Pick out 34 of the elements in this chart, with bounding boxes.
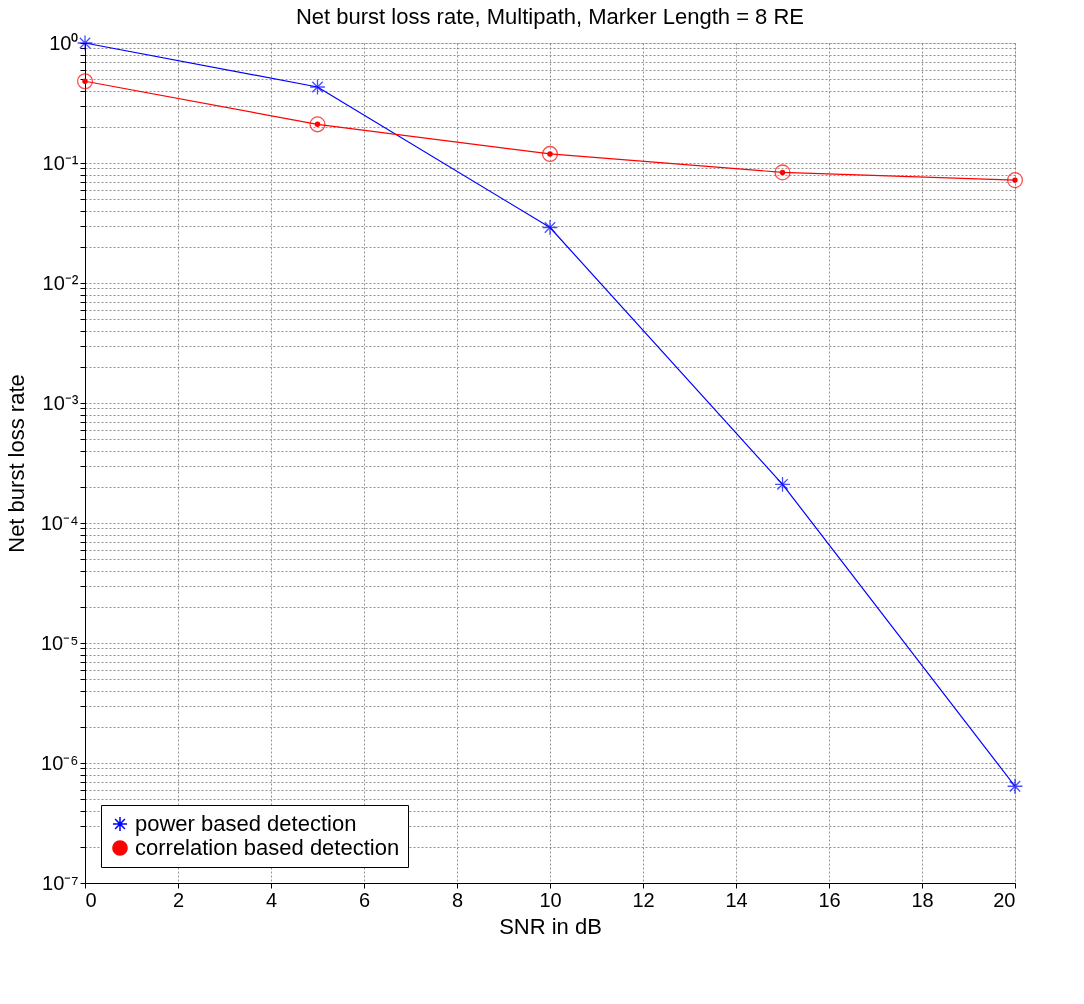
x-tick-label: 10 [539, 888, 562, 911]
x-tick-label: 0 [85, 888, 97, 911]
y-tick-label: 10⁰ [49, 31, 79, 54]
point [1006, 172, 1024, 189]
point [541, 219, 559, 236]
legend-label: power based detection [135, 811, 357, 836]
x-tick-label: 14 [725, 888, 748, 911]
y-tick-label: 10⁻¹ [42, 151, 79, 174]
x-tick-label: 8 [451, 888, 464, 911]
chart-title: Net burst loss rate, Multipath, Marker Length = 8 RE [295, 3, 805, 29]
point [1006, 778, 1024, 795]
point [76, 34, 94, 52]
y-axis-title: Net burst loss rate [3, 374, 29, 553]
point [774, 164, 791, 181]
x-tick-label: 2 [172, 888, 185, 911]
x-axis-title: SNR in dB [499, 913, 602, 939]
y-tick-label: 10⁻⁷ [42, 871, 79, 894]
x-tick-label: 16 [818, 888, 841, 911]
y-tick-label: 10⁻⁴ [40, 511, 79, 534]
legend-label: correlation based detection [135, 835, 400, 860]
x-tick-label: 20 [993, 888, 1016, 911]
y-tick-label: 10⁻⁵ [40, 631, 79, 654]
x-tick-label: 4 [265, 888, 278, 911]
point [774, 476, 791, 493]
y-tick-label: 10⁻³ [42, 391, 79, 414]
point [309, 78, 326, 96]
y-tick-label: 10⁻² [42, 271, 79, 294]
point [309, 116, 326, 133]
x-tick-label: 18 [911, 888, 934, 911]
x-tick-label: 12 [632, 888, 655, 911]
point [76, 73, 94, 90]
x-tick-label: 6 [358, 888, 371, 911]
point [541, 145, 559, 162]
y-tick-label: 10⁻⁶ [41, 751, 79, 774]
